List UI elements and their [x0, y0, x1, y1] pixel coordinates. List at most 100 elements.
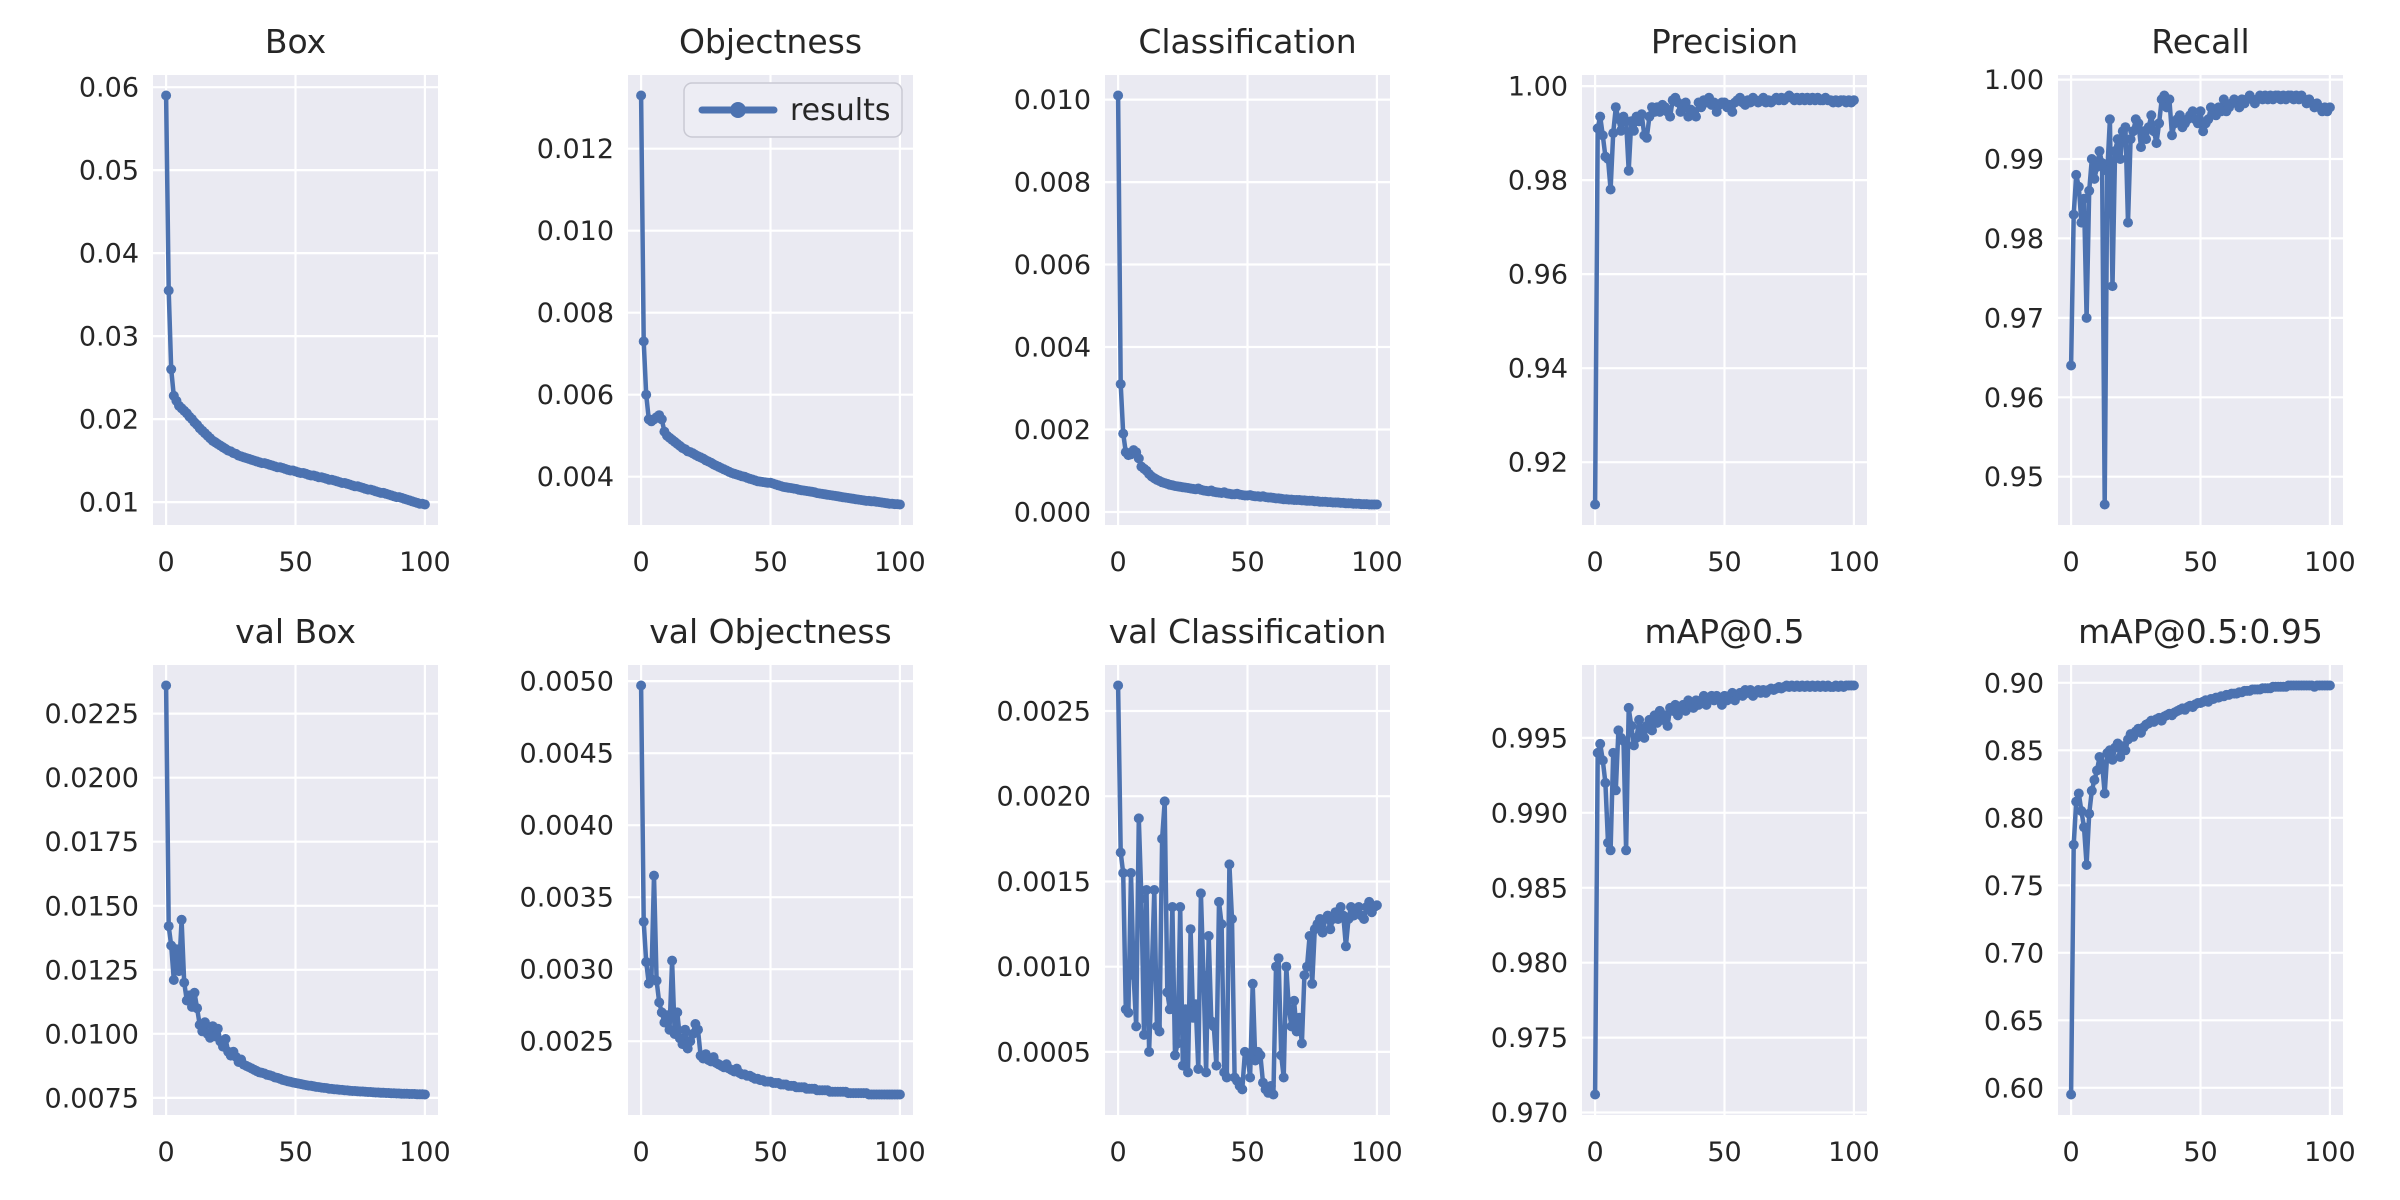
x-tick-label: 50 — [753, 1137, 787, 1168]
data-point-marker — [2084, 808, 2095, 819]
data-point-marker — [2076, 217, 2087, 228]
data-point-marker — [2099, 499, 2110, 510]
data-point-marker — [2086, 154, 2097, 164]
data-point-marker — [1131, 1021, 1142, 1032]
data-point-marker — [2151, 138, 2162, 149]
data-point-marker — [2154, 118, 2165, 129]
data-point-marker — [2073, 788, 2084, 799]
plot-title: val Objectness — [649, 612, 892, 651]
x-tick-label: 100 — [874, 547, 926, 578]
x-tick-label: 50 — [753, 547, 787, 578]
x-tick-label: 50 — [2183, 1137, 2217, 1168]
data-point-marker — [1157, 833, 1168, 844]
y-tick-label: 0.98 — [1508, 166, 1568, 197]
y-tick-label: 0.006 — [1014, 250, 1091, 281]
data-point-marker — [651, 975, 662, 986]
data-point-marker — [1359, 914, 1369, 924]
plot-title: Recall — [2151, 22, 2250, 61]
data-point-marker — [2164, 94, 2175, 105]
data-point-marker — [2198, 126, 2209, 137]
data-point-marker — [163, 921, 174, 932]
data-point-marker — [1154, 1026, 1165, 1037]
data-point-marker — [1203, 931, 1214, 941]
data-point-marker — [168, 975, 179, 985]
data-point-marker — [2195, 106, 2206, 117]
data-point-marker — [1691, 111, 1701, 122]
data-point-marker — [672, 1007, 683, 1018]
y-tick-label: 0.0015 — [997, 867, 1091, 898]
data-point-marker — [894, 499, 905, 510]
data-point-marker — [1597, 130, 1608, 141]
data-point-marker — [199, 1017, 210, 1028]
data-point-marker — [1639, 732, 1650, 743]
y-tick-label: 0.92 — [1508, 448, 1568, 479]
data-point-marker — [2324, 680, 2335, 691]
plot-canvas: 0.0005 0.0010 0.0015 0.0020 0.0025 0 50 100 — [997, 665, 1403, 1168]
data-point-marker — [2324, 102, 2335, 113]
data-point-marker — [2174, 110, 2185, 121]
data-point-marker — [1616, 125, 1626, 136]
y-tick-label: 0.0050 — [520, 667, 614, 698]
data-point-marker — [1597, 755, 1608, 766]
legend-marker-sample — [730, 102, 746, 118]
data-point-marker — [2125, 134, 2136, 145]
plot-canvas: 0.60 0.65 0.70 0.75 0.80 0.85 0.90 0 50 100 — [1984, 665, 2356, 1168]
data-point-marker — [1276, 1050, 1287, 1061]
data-point-marker — [1291, 1026, 1302, 1037]
y-tick-label: 0.70 — [1984, 938, 2044, 969]
data-point-marker — [2133, 118, 2144, 129]
data-point-marker — [161, 90, 172, 101]
y-tick-label: 0.008 — [537, 298, 614, 329]
data-point-marker — [1672, 710, 1683, 721]
data-point-marker — [1113, 680, 1124, 691]
subplot-box: Box 0.01 0.02 0.03 0.04 0.05 0.06 0 50 100 — [23, 10, 468, 579]
data-point-marker — [1162, 987, 1173, 998]
y-tick-label: 0.06 — [79, 73, 139, 104]
data-point-marker — [2068, 839, 2079, 850]
subplot-precision: Precision 0.92 0.94 0.96 0.98 1.00 0 50 100 — [1452, 10, 1897, 579]
data-point-marker — [1193, 1064, 1204, 1074]
data-point-marker — [1255, 1050, 1266, 1061]
data-point-marker — [1613, 725, 1624, 736]
data-point-marker — [1237, 1084, 1248, 1095]
data-point-marker — [1221, 1072, 1232, 1083]
data-point-marker — [1628, 740, 1639, 751]
y-tick-label: 0.65 — [1984, 1006, 2044, 1037]
x-tick-label: 100 — [1351, 547, 1403, 578]
data-point-marker — [1118, 868, 1129, 878]
data-point-marker — [1592, 123, 1603, 134]
data-point-marker — [2089, 173, 2100, 184]
data-point-marker — [2097, 158, 2108, 168]
data-point-marker — [1603, 153, 1613, 164]
plot-canvas: 0.970 0.975 0.980 0.985 0.990 0.995 0 50 100 — [1491, 665, 1880, 1168]
data-point-marker — [2104, 114, 2115, 125]
x-tick-label: 50 — [278, 547, 312, 578]
x-tick-label: 100 — [1351, 1137, 1403, 1168]
data-point-marker — [1118, 428, 1129, 439]
x-tick-label: 100 — [2304, 1137, 2356, 1168]
plot-title: mAP@0.5:0.95 — [2078, 612, 2323, 651]
y-tick-label: 0.006 — [537, 380, 614, 411]
data-point-marker — [1133, 813, 1144, 824]
data-point-marker — [1600, 777, 1611, 788]
plot-canvas: 0.0075 0.0100 0.0125 0.0150 0.0175 0.0200 0.02… — [45, 665, 451, 1168]
y-tick-label: 0.0025 — [520, 1027, 614, 1058]
y-tick-label: 0.010 — [537, 216, 614, 247]
data-point-marker — [636, 680, 647, 691]
data-point-marker — [179, 977, 190, 988]
data-point-marker — [2120, 122, 2131, 133]
plot-canvas: 0.000 0.002 0.004 0.006 0.008 0.010 0 50 100 — [1014, 75, 1403, 578]
data-point-marker — [2097, 758, 2108, 769]
data-point-marker — [667, 955, 678, 966]
y-tick-label: 0.990 — [1491, 798, 1568, 829]
data-point-marker — [1848, 95, 1859, 106]
data-point-marker — [212, 1023, 223, 1034]
data-point-marker — [1149, 885, 1160, 895]
subplot-objectness: Objectness 0.004 0.006 0.008 0.010 0.012 0 50 1… — [498, 10, 943, 579]
data-point-marker — [174, 966, 184, 977]
data-point-marker — [1335, 902, 1346, 912]
data-point-marker — [419, 1089, 430, 1100]
data-point-marker — [1180, 1004, 1191, 1015]
x-tick-label: 0 — [1587, 547, 1604, 578]
